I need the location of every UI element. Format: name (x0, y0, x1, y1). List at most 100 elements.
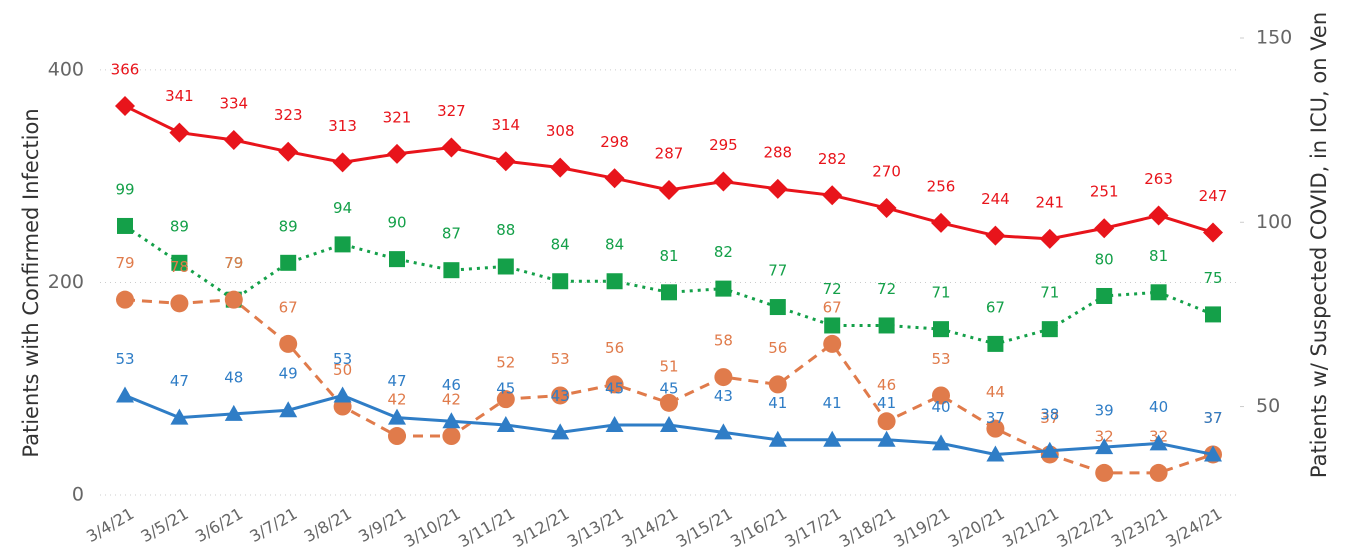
data-label: 58 (714, 332, 733, 350)
data-label: 75 (1203, 269, 1222, 287)
marker (117, 217, 133, 234)
marker (1095, 463, 1114, 482)
data-label: 56 (768, 339, 787, 357)
data-label: 88 (496, 221, 515, 239)
data-label: 40 (931, 398, 950, 416)
marker (332, 152, 353, 173)
marker (116, 290, 134, 309)
marker (877, 412, 896, 431)
data-label: 263 (1144, 170, 1173, 188)
marker (605, 415, 624, 432)
data-label: 51 (659, 357, 678, 375)
marker (823, 430, 842, 447)
marker (224, 404, 243, 421)
data-label: 41 (823, 394, 842, 412)
marker (552, 273, 569, 290)
data-label: 89 (170, 217, 189, 235)
series-line (124, 298, 1214, 475)
marker (223, 130, 244, 151)
x-tick-label: 3/8/21 (301, 504, 355, 546)
marker (877, 430, 896, 447)
data-label: 241 (1035, 193, 1064, 211)
marker (931, 212, 951, 233)
y2-tick-label: 100 (1256, 211, 1292, 233)
marker (333, 386, 352, 403)
marker (659, 179, 679, 200)
x-tick-label: 3/19/21 (890, 504, 953, 551)
data-label: 81 (1149, 247, 1168, 265)
data-label: 270 (872, 163, 901, 181)
data-label: 47 (387, 372, 406, 390)
marker (606, 273, 623, 290)
data-label: 79 (224, 254, 243, 272)
x-tick-label: 3/10/21 (401, 504, 464, 551)
data-label: 323 (274, 106, 303, 124)
marker (170, 294, 189, 313)
data-label: 71 (1040, 284, 1059, 302)
data-label: 78 (170, 258, 189, 276)
x-tick-label: 3/6/21 (192, 504, 246, 546)
x-tick-label: 3/4/21 (83, 504, 137, 546)
data-label: 87 (442, 225, 461, 243)
data-label: 81 (659, 247, 678, 265)
data-label: 77 (768, 262, 787, 280)
data-label: 46 (877, 376, 896, 394)
marker (932, 434, 950, 451)
marker (279, 334, 298, 353)
marker (224, 290, 243, 309)
data-label: 79 (224, 254, 243, 272)
marker (660, 415, 678, 432)
data-label: 288 (763, 143, 792, 161)
data-label: 41 (768, 394, 787, 412)
marker (1094, 218, 1115, 239)
data-label: 72 (877, 280, 896, 298)
marker (115, 96, 135, 117)
y-tick-label: 200 (48, 271, 84, 293)
data-label: 256 (927, 177, 956, 195)
marker (986, 445, 1005, 462)
data-label: 67 (823, 298, 842, 316)
data-label: 45 (605, 379, 624, 397)
data-label: 41 (877, 394, 896, 412)
marker (985, 225, 1006, 246)
x-tick-label: 3/9/21 (355, 504, 409, 546)
data-label: 84 (551, 236, 570, 254)
marker (1095, 438, 1114, 455)
data-label: 321 (383, 108, 412, 126)
marker (660, 393, 678, 412)
marker (823, 334, 842, 353)
marker (169, 122, 190, 143)
data-label: 49 (279, 365, 298, 383)
y-tick-label: 400 (48, 58, 84, 80)
marker (878, 317, 895, 334)
marker (496, 390, 515, 409)
x-tick-label: 3/22/21 (1054, 504, 1117, 551)
marker (497, 258, 514, 275)
marker (715, 280, 732, 297)
x-tick-label: 3/13/21 (564, 504, 627, 551)
marker (714, 368, 733, 387)
data-label: 37 (1040, 409, 1059, 427)
data-label: 314 (491, 116, 520, 134)
data-label: 32 (1095, 427, 1114, 445)
marker (661, 284, 677, 301)
marker (388, 427, 406, 446)
data-label: 46 (442, 376, 461, 394)
data-label: 53 (551, 350, 570, 368)
marker (876, 198, 897, 219)
marker (987, 335, 1004, 352)
data-label: 52 (496, 354, 515, 372)
y2-axis-title: Patients w/ Suspected COVID, in ICU, on … (1307, 12, 1331, 478)
marker (389, 251, 405, 268)
data-label: 47 (170, 372, 189, 390)
marker (442, 412, 461, 429)
marker (605, 375, 624, 394)
data-label: 90 (387, 214, 406, 232)
series-line (124, 224, 1214, 346)
data-label: 89 (279, 217, 298, 235)
x-tick-label: 3/7/21 (246, 504, 300, 546)
data-label: 67 (986, 298, 1005, 316)
marker (1040, 441, 1059, 458)
data-label: 251 (1090, 183, 1119, 201)
